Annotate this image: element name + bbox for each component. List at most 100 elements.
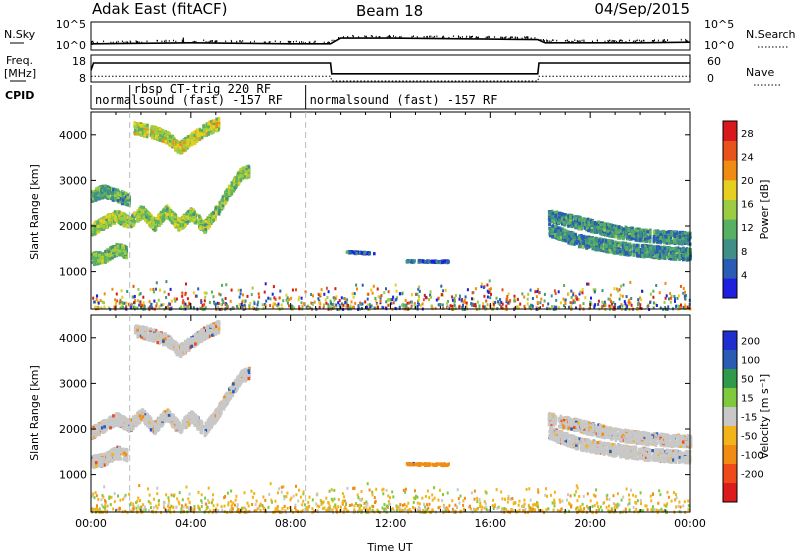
power-cell (165, 214, 168, 218)
power-cell (157, 214, 160, 218)
power-cell (96, 258, 99, 262)
cpid-segment-label: normalsound (fast) -157 RF (95, 93, 283, 107)
power-cell (686, 233, 689, 237)
power-cell (124, 202, 128, 206)
power-cell (215, 124, 218, 128)
power-cell (245, 168, 249, 172)
power-cell (174, 213, 177, 217)
power-cell (118, 210, 121, 214)
power-cell (94, 253, 97, 257)
power-cell (98, 188, 102, 192)
power-cell (154, 127, 158, 131)
power-cell (597, 226, 600, 230)
nave-tick-bottom: 0 (707, 72, 714, 85)
power-cell (111, 196, 115, 200)
power-cell (570, 218, 574, 222)
power-cell (99, 219, 103, 223)
power-cell (154, 125, 158, 129)
power-cell (184, 220, 187, 224)
power-cell (111, 253, 114, 257)
power-cell (200, 129, 204, 133)
power-cell (126, 198, 129, 202)
power-cell (153, 220, 157, 224)
power-cell (175, 145, 178, 149)
power-cell (121, 246, 124, 250)
power-cell (221, 205, 225, 209)
power-cell (237, 181, 241, 185)
power-cell (105, 226, 108, 230)
power-cell (93, 229, 97, 233)
power-cell (214, 217, 217, 221)
power-cell (168, 140, 172, 144)
power-cell (368, 251, 371, 255)
power-cell (171, 145, 174, 149)
power-cell (225, 189, 228, 193)
power-cell (134, 122, 137, 126)
power-cell (193, 221, 197, 225)
power-cell (193, 130, 197, 134)
power-cell (186, 146, 189, 150)
power-cell (101, 188, 105, 193)
power-cell (570, 213, 574, 218)
power-cell (101, 185, 105, 189)
power-cell (170, 210, 174, 214)
power-cell (123, 202, 126, 206)
power-cell (126, 203, 129, 207)
power-cell (164, 129, 168, 133)
power-cell (570, 221, 574, 225)
power-cell (426, 260, 430, 264)
power-cell (161, 135, 164, 139)
power-cell (567, 214, 570, 218)
power-cell (228, 192, 231, 196)
power-cell (222, 198, 225, 202)
power-cell (114, 194, 117, 198)
power-cell (164, 131, 168, 135)
power-cell (113, 215, 117, 219)
power-cell (187, 216, 190, 220)
power-cell (198, 130, 202, 134)
power-cell (114, 191, 117, 195)
noise-left-label: N.Sky (4, 28, 36, 41)
power-cell (190, 132, 194, 136)
power-cell (205, 132, 209, 136)
power-cell (212, 122, 216, 126)
power-cell (196, 137, 199, 142)
power-cell (583, 218, 586, 222)
power-cell (192, 208, 195, 212)
power-cell (137, 121, 141, 126)
power-cell (203, 130, 206, 134)
power-cell (108, 213, 111, 217)
power-cell (239, 174, 243, 178)
power-cell (112, 219, 115, 223)
power-cell (198, 215, 201, 219)
power-cell (112, 249, 115, 253)
power-cell (101, 257, 104, 262)
power-cell (203, 131, 206, 136)
power-cell (214, 210, 218, 214)
power-cell (220, 207, 224, 211)
power-cell (610, 234, 614, 238)
power-cell (126, 223, 130, 227)
power-cell (133, 220, 136, 224)
power-cell (164, 206, 168, 210)
power-cell (159, 132, 162, 136)
power-cell (107, 249, 110, 253)
power-cell (106, 189, 110, 193)
power-cell (439, 261, 442, 265)
power-cell (151, 127, 154, 131)
power-cell (643, 229, 646, 233)
power-cell (128, 216, 132, 221)
power-cell (138, 207, 141, 211)
power-cell (548, 214, 551, 218)
power-cell (134, 132, 137, 136)
power-cell (144, 217, 147, 221)
power-cell (104, 255, 107, 260)
power-cell (104, 220, 108, 225)
power-cell (662, 241, 666, 245)
power-cell (217, 118, 220, 123)
power-cell (247, 166, 251, 170)
power-cell (170, 221, 174, 225)
power-cell (235, 176, 238, 180)
